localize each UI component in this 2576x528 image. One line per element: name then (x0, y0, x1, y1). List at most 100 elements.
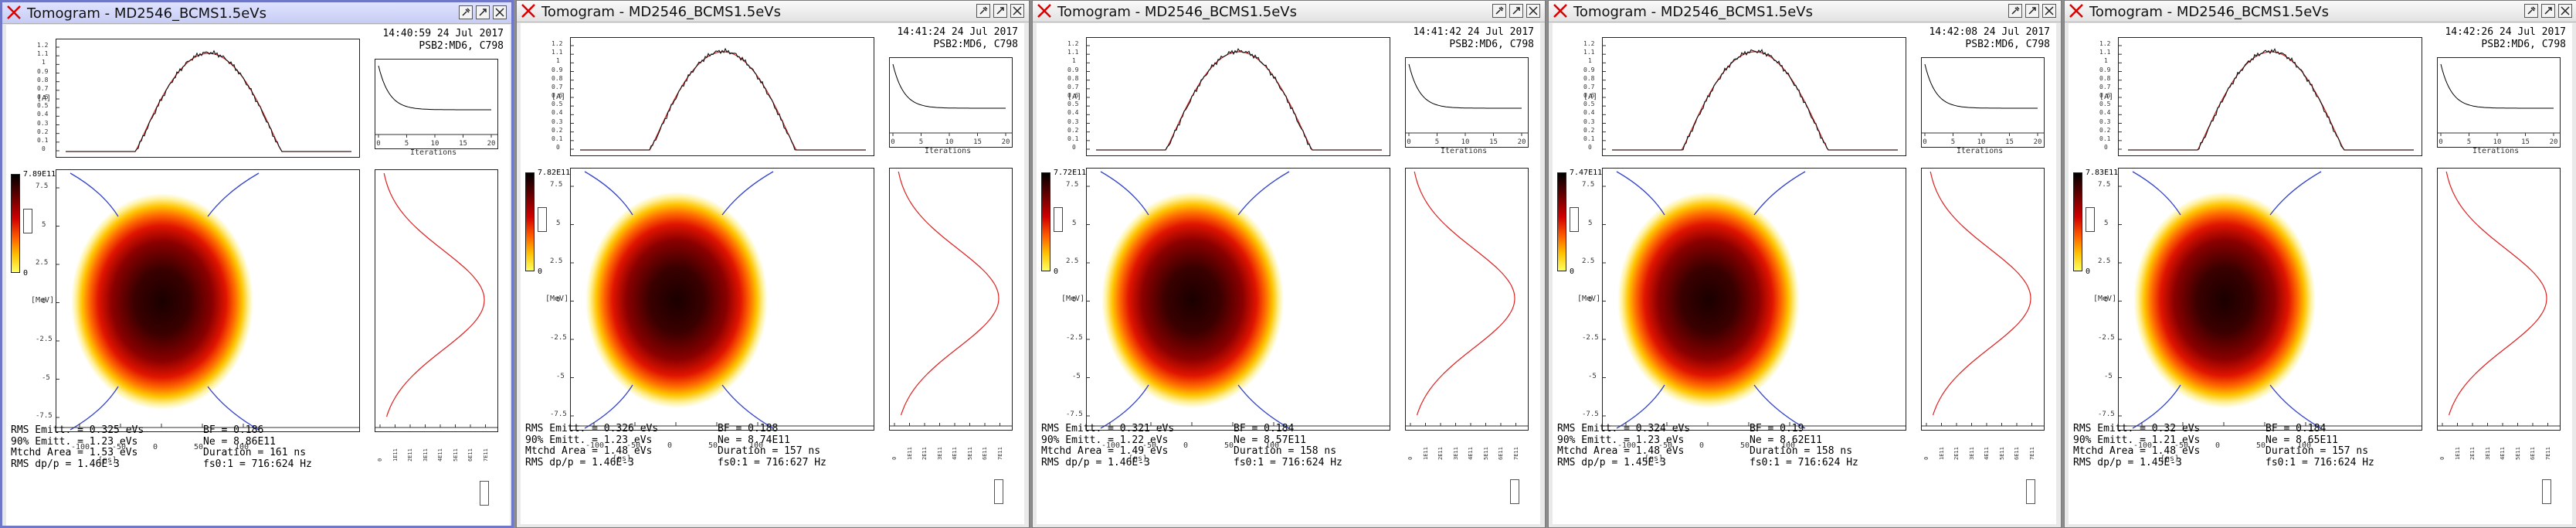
pin-icon[interactable] (459, 5, 473, 19)
pin-icon[interactable] (2008, 4, 2022, 18)
profile-y-unit: [A] (37, 94, 52, 103)
pin-icon[interactable] (2524, 4, 2538, 18)
phase-x-tick: 50 (1224, 441, 1234, 450)
restore-icon[interactable] (993, 4, 1007, 18)
profile-y-tick: 1 (1072, 57, 1076, 65)
colorbar (525, 172, 535, 271)
projection-x-tick: 1E11 (392, 448, 399, 462)
convergence-plot: 0 5 10 15 20 (375, 59, 498, 149)
rms-dpp: RMS dp/p = 1.45E-3 (1557, 456, 1666, 468)
phase-space-plot (56, 169, 360, 432)
window-titlebar[interactable]: Tomogram - MD2546_BCMS1.5eVs (1549, 1, 2061, 22)
close-box-icon[interactable] (2042, 4, 2056, 18)
matched-area: Mtchd Area = 1.48 eVs (1557, 445, 1685, 457)
profile-y-tick: 1 (556, 57, 560, 65)
profile-y-tick: 1 (2104, 57, 2108, 65)
emittance-stats: RMS Emitt. = 0.324 eVs 90% Emitt. = 1.23 … (1557, 423, 1690, 468)
colorbar-zero: 0 (23, 269, 29, 278)
colorbar-max: 7.89E11 (23, 170, 56, 179)
profile-y-tick: 0.9 (1067, 66, 1079, 73)
phase-x-tick: 50 (2256, 441, 2266, 450)
phase-y-tick: -5 (1072, 372, 1081, 380)
timestamp: 14:41:42 24 Jul 2017 PSB2:MD6, C798 (1413, 26, 1534, 51)
pin-icon[interactable] (1492, 4, 1506, 18)
acquisition-time: 14:42:08 24 Jul 2017 (1929, 26, 2050, 38)
separatrix-lower-left (1100, 384, 1149, 429)
projection-x-tick: 5E11 (1482, 447, 1489, 460)
phase-x-tick: -100 (585, 441, 605, 450)
restore-icon[interactable] (2025, 4, 2039, 18)
tomogram-window[interactable]: Tomogram - MD2546_BCMS1.5eVs [A] 14:41:4… (1032, 0, 1546, 528)
projection-x-tick: 1E11 (1422, 447, 1429, 460)
emittance-stats: RMS Emitt. = 0.321 eVs 90% Emitt. = 1.22 … (1041, 423, 1174, 468)
energy-projection-curve (1929, 171, 2031, 416)
colorbar-unit-box (23, 209, 32, 233)
profile-y-tick: 0.3 (1067, 118, 1079, 125)
close-box-icon[interactable] (2558, 4, 2572, 18)
phase-y-tick: -7.5 (550, 410, 567, 418)
tomogram-window[interactable]: Tomogram - MD2546_BCMS1.5eVs [A] 14:41:2… (516, 0, 1030, 528)
phase-y-tick: 2.5 (1582, 257, 1595, 265)
tomogram-window[interactable]: Tomogram - MD2546_BCMS1.5eVs [A] 14:40:5… (0, 0, 514, 528)
conv-x-tick: 5 (1435, 138, 1439, 146)
profile-y-tick: 0.2 (552, 126, 563, 134)
convergence-plot: 0 5 10 15 20 (1921, 57, 2045, 148)
restore-icon[interactable] (476, 5, 490, 19)
projection-x-tick: 3E11 (1452, 447, 1459, 460)
window-titlebar[interactable]: Tomogram - MD2546_BCMS1.5eVs (517, 1, 1029, 22)
projection-x-tick: 2E11 (921, 447, 928, 460)
phase-x-tick: 0 (667, 441, 673, 450)
profile-y-tick: 0 (2104, 144, 2108, 151)
separatrix-upper-right (2269, 171, 2322, 216)
window-title: Tomogram - MD2546_BCMS1.5eVs (541, 4, 781, 20)
pin-icon[interactable] (976, 4, 990, 18)
profile-y-tick: 0.6 (2099, 92, 2111, 99)
separatrix-upper-right (721, 171, 774, 216)
convergence-plot: 0 5 10 15 20 (1405, 57, 1529, 148)
profile-y-tick: 0.7 (1583, 83, 1595, 90)
x-icon[interactable] (5, 4, 22, 21)
projection-x-tick: 4E11 (1468, 447, 1474, 460)
phase-y-tick: -5 (1588, 372, 1597, 380)
profile-y-tick: 0.4 (2099, 109, 2111, 117)
projection-unit-box (2026, 479, 2035, 504)
restore-icon[interactable] (1509, 4, 1523, 18)
profile-y-tick: 0.6 (1067, 92, 1079, 99)
projection-x-tick: 0 (1407, 456, 1414, 460)
window-titlebar[interactable]: Tomogram - MD2546_BCMS1.5eVs (1033, 1, 1545, 22)
x-icon[interactable] (520, 2, 537, 19)
close-box-icon[interactable] (1010, 4, 1024, 18)
conv-x-tick: 5 (2467, 138, 2471, 146)
x-icon[interactable] (1036, 2, 1053, 19)
conv-x-tick: 20 (487, 140, 496, 148)
convergence-plot: 0 5 10 15 20 (2437, 57, 2561, 148)
cycle-name: PSB2:MD6, C798 (419, 40, 504, 52)
conv-x-tick: 20 (2034, 138, 2042, 146)
x-icon[interactable] (2068, 2, 2085, 19)
close-box-icon[interactable] (493, 5, 507, 19)
restore-icon[interactable] (2541, 4, 2555, 18)
projection-x-tick: 2E11 (1953, 447, 1960, 460)
tomogram-window[interactable]: Tomogram - MD2546_BCMS1.5eVs [A] 14:42:2… (2064, 0, 2576, 528)
phase-x-tick: -100 (2133, 441, 2153, 450)
profile-y-unit: [A] (1583, 93, 1598, 101)
bunch-stats: BF = 0.186 Ne = 8.86E11 Duration = 161 ns f… (203, 424, 312, 470)
synchrotron-frequency: fs0:1 = 716:627 Hz (718, 456, 826, 468)
window-titlebar[interactable]: Tomogram - MD2546_BCMS1.5eVs (2, 2, 511, 24)
phase-y-tick: 5 (556, 219, 561, 227)
profile-y-tick: 0 (42, 145, 46, 152)
close-box-icon[interactable] (1526, 4, 1540, 18)
projection-x-tick: 5E11 (966, 447, 973, 460)
phase-x-tick: 0 (153, 443, 158, 451)
colorbar-zero: 0 (1570, 267, 1575, 276)
x-icon[interactable] (1552, 2, 1569, 19)
window-titlebar[interactable]: Tomogram - MD2546_BCMS1.5eVs (2065, 1, 2576, 22)
separatrix-upper-left (1616, 171, 1665, 216)
conv-x-tick: 10 (1461, 138, 1470, 146)
profile-y-tick: 0 (1588, 144, 1592, 151)
separatrix-lower-right (207, 386, 260, 431)
phase-y-tick: 2.5 (1066, 257, 1079, 265)
tomogram-window[interactable]: Tomogram - MD2546_BCMS1.5eVs [A] 14:42:0… (1548, 0, 2062, 528)
profile-y-tick: 1.1 (2099, 49, 2111, 56)
profile-y-tick: 0.4 (37, 111, 49, 118)
